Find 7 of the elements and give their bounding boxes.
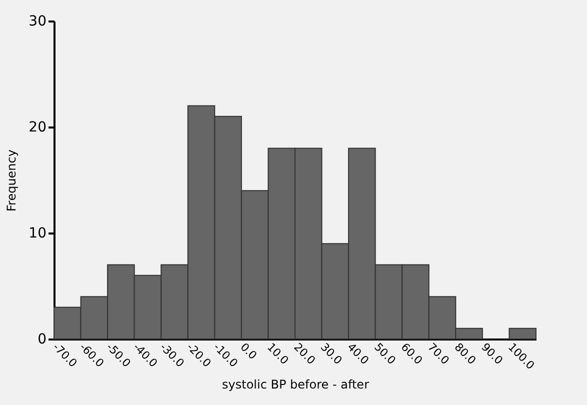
y-tick-label: 30 xyxy=(28,14,46,30)
y-axis-title: Frequency xyxy=(4,150,19,212)
y-tick-label: 0 xyxy=(38,332,46,348)
y-tick-label: 10 xyxy=(28,226,46,242)
x-tick-label: 0.0 xyxy=(238,340,260,362)
x-axis-title: systolic BP before - after xyxy=(222,377,370,392)
y-tick-label: 20 xyxy=(28,120,46,136)
